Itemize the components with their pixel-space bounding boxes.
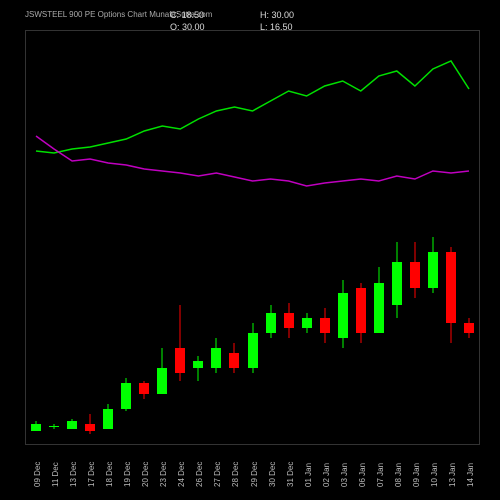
candle-body: [175, 348, 185, 373]
candle-body: [211, 348, 221, 368]
candle-body: [320, 318, 330, 333]
candle-body: [356, 288, 366, 333]
candle: [85, 217, 95, 444]
candle-body: [103, 409, 113, 429]
x-axis-label: 18 Dec: [105, 462, 114, 487]
candle-body: [428, 252, 438, 287]
x-axis-label: 14 Jan: [466, 463, 475, 487]
x-axis-label: 01 Jan: [304, 463, 313, 487]
candle: [211, 217, 221, 444]
candle-body: [248, 333, 258, 368]
candle: [139, 217, 149, 444]
ohlc-high: H: 30.00: [260, 10, 294, 20]
candle-body: [31, 424, 41, 432]
candle: [284, 217, 294, 444]
candle: [31, 217, 41, 444]
candle: [446, 217, 456, 444]
candle: [374, 217, 384, 444]
x-axis-label: 07 Jan: [376, 463, 385, 487]
x-axis-label: 13 Dec: [69, 462, 78, 487]
x-axis-label: 06 Jan: [358, 463, 367, 487]
x-axis-label: 13 Jan: [448, 463, 457, 487]
candle: [302, 217, 312, 444]
x-axis-label: 24 Dec: [177, 462, 186, 487]
candle-body: [229, 353, 239, 368]
x-axis-label: 17 Dec: [87, 462, 96, 487]
x-axis-label: 20 Dec: [141, 462, 150, 487]
x-axis-label: 23 Dec: [159, 462, 168, 487]
candle-body: [121, 383, 131, 408]
x-axis-label: 09 Dec: [33, 462, 42, 487]
plot-area: [25, 30, 480, 445]
x-axis-label: 31 Dec: [286, 462, 295, 487]
candle-body: [67, 421, 77, 429]
chart-container: JSWSTEEL 900 PE Options Chart MunafaSutr…: [0, 0, 500, 500]
x-axis-label: 10 Jan: [430, 463, 439, 487]
candle: [248, 217, 258, 444]
candle: [49, 217, 59, 444]
x-axis-label: 27 Dec: [213, 462, 222, 487]
candle: [428, 217, 438, 444]
candle-body: [374, 283, 384, 333]
candle-body: [49, 426, 59, 427]
candle: [410, 217, 420, 444]
x-axis-label: 30 Dec: [268, 462, 277, 487]
candle: [157, 217, 167, 444]
x-axis-label: 02 Jan: [322, 463, 331, 487]
candle: [121, 217, 131, 444]
x-axis-label: 09 Jan: [412, 463, 421, 487]
candle: [175, 217, 185, 444]
x-axis-label: 03 Jan: [340, 463, 349, 487]
candle-body: [410, 262, 420, 287]
candle-body: [85, 424, 95, 432]
candle-body: [464, 323, 474, 333]
x-axis-label: 19 Dec: [123, 462, 132, 487]
green-line: [36, 61, 469, 153]
candle: [67, 217, 77, 444]
candle: [103, 217, 113, 444]
x-axis-label: 08 Jan: [394, 463, 403, 487]
candle: [229, 217, 239, 444]
candle: [464, 217, 474, 444]
candle-body: [284, 313, 294, 328]
candle: [392, 217, 402, 444]
candle: [193, 217, 203, 444]
candlestick-area: [26, 217, 479, 444]
candle-body: [157, 368, 167, 393]
magenta-line: [36, 136, 469, 186]
x-axis-label: 29 Dec: [250, 462, 259, 487]
candle-body: [266, 313, 276, 333]
candle-body: [392, 262, 402, 305]
x-axis-label: 26 Dec: [195, 462, 204, 487]
candle: [320, 217, 330, 444]
candle-body: [338, 293, 348, 338]
x-axis-label: 11 Dec: [51, 462, 60, 487]
x-axis-label: 28 Dec: [231, 462, 240, 487]
candle-body: [302, 318, 312, 328]
candle-body: [446, 252, 456, 323]
candle-wick: [198, 356, 199, 381]
ohlc-close: C: 18.50: [170, 10, 204, 20]
candle: [356, 217, 366, 444]
candle-body: [193, 361, 203, 369]
candle-body: [139, 383, 149, 393]
candle: [338, 217, 348, 444]
candle: [266, 217, 276, 444]
x-axis: 09 Dec 11 Dec 13 Dec 17 Dec 18 Dec 19 Dec 20 D…: [25, 447, 480, 497]
